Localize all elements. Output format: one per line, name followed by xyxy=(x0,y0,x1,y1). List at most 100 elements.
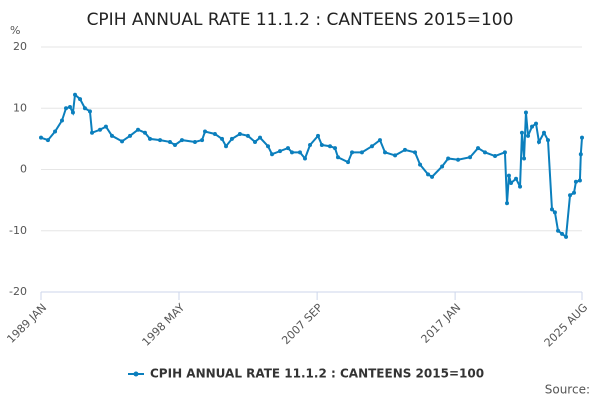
point xyxy=(53,129,58,134)
point xyxy=(493,154,498,159)
point xyxy=(90,130,95,135)
point xyxy=(142,130,147,135)
point xyxy=(346,160,351,165)
x-tick-label: 2025 AUG xyxy=(542,301,591,350)
point xyxy=(308,143,313,147)
y-tick-label: -20 xyxy=(9,285,27,298)
point xyxy=(572,190,577,195)
point xyxy=(212,131,217,136)
point xyxy=(552,210,557,215)
point xyxy=(60,118,65,123)
point xyxy=(482,150,487,155)
point xyxy=(418,162,423,167)
point xyxy=(580,135,584,140)
point xyxy=(270,152,275,157)
point xyxy=(556,228,561,233)
point xyxy=(534,121,539,126)
point xyxy=(502,150,507,155)
point xyxy=(285,146,290,151)
point xyxy=(220,136,225,141)
point xyxy=(383,150,388,155)
point xyxy=(277,149,282,154)
point xyxy=(70,110,75,115)
point xyxy=(456,157,461,162)
point xyxy=(577,178,582,183)
point xyxy=(476,146,481,151)
point xyxy=(522,156,527,161)
point xyxy=(468,155,473,160)
point xyxy=(316,133,321,138)
source: Source: xyxy=(545,383,590,397)
point xyxy=(564,234,569,239)
point xyxy=(297,150,302,155)
x-tick-label: 1989 JAN xyxy=(4,301,49,346)
point xyxy=(98,127,103,132)
point xyxy=(224,144,229,149)
y-axis-label: % xyxy=(10,24,20,37)
point xyxy=(78,97,83,102)
point xyxy=(245,133,250,138)
y-tick-label: 10 xyxy=(13,101,27,114)
point xyxy=(327,144,332,149)
legend-label: CPIH ANNUAL RATE 11.1.2 : CANTEENS 2015=… xyxy=(150,367,484,381)
point xyxy=(203,129,208,134)
point xyxy=(128,133,133,138)
point xyxy=(109,133,114,138)
point xyxy=(545,138,550,143)
point xyxy=(526,133,531,138)
point xyxy=(319,143,324,147)
point xyxy=(549,207,554,212)
point xyxy=(568,193,573,198)
legend-marker xyxy=(133,371,139,377)
point xyxy=(266,144,271,149)
point xyxy=(446,156,451,161)
point xyxy=(393,153,398,158)
point xyxy=(578,152,583,157)
point xyxy=(302,156,307,161)
point xyxy=(237,131,242,136)
y-tick-label: 0 xyxy=(20,163,27,176)
point xyxy=(45,138,50,143)
point xyxy=(147,136,152,141)
point xyxy=(377,138,382,143)
x-tick-label: 2007 SEP xyxy=(279,301,325,347)
point xyxy=(87,109,92,114)
point xyxy=(430,174,435,179)
x-tick-label: 1998 MAY xyxy=(140,301,188,349)
y-tick-label: 20 xyxy=(13,40,27,53)
point xyxy=(258,135,263,140)
point xyxy=(413,150,418,155)
point xyxy=(167,139,172,144)
point xyxy=(120,139,125,144)
point xyxy=(509,180,514,185)
point xyxy=(514,176,519,181)
point xyxy=(229,136,234,141)
point xyxy=(158,138,163,143)
point xyxy=(63,106,68,111)
point xyxy=(519,130,524,135)
point xyxy=(200,138,205,143)
point xyxy=(536,139,541,144)
point xyxy=(350,150,355,155)
point xyxy=(82,106,87,111)
point xyxy=(530,124,535,129)
point xyxy=(573,179,578,184)
point xyxy=(518,184,523,189)
point xyxy=(253,139,258,144)
point xyxy=(73,92,78,97)
chart-title: CPIH ANNUAL RATE 11.1.2 : CANTEENS 2015=… xyxy=(87,10,514,30)
y-tick-label: -10 xyxy=(9,224,27,237)
point xyxy=(523,110,528,115)
point xyxy=(172,143,177,147)
point xyxy=(402,147,407,152)
point xyxy=(67,105,72,110)
x-tick-label: 2017 JAN xyxy=(419,301,464,346)
point xyxy=(289,150,294,155)
point xyxy=(369,144,374,149)
point xyxy=(541,130,546,135)
point xyxy=(506,173,511,178)
line xyxy=(40,92,583,239)
point xyxy=(426,172,431,177)
point xyxy=(192,139,197,144)
